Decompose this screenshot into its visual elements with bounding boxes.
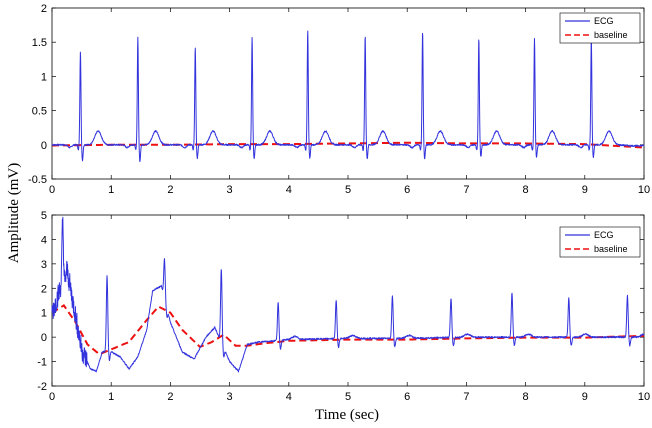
top-x-tick-label: 7 [463, 184, 469, 196]
bottom-ecg-series [51, 216, 645, 373]
bottom-ecg-line [51, 216, 645, 373]
top-x-tick-label: 2 [167, 184, 173, 196]
top-plot-frame [51, 7, 645, 180]
top-ecg-line [51, 30, 645, 163]
top-ecg-series [51, 30, 645, 163]
bottom-legend-ecg-label: ECG [594, 230, 614, 240]
top-y-tick-label: 2 [41, 3, 47, 15]
top-x-tick-label: 9 [582, 184, 588, 196]
top-y-tick-label: 0.5 [32, 106, 47, 118]
bottom-chart-panel: 0 1 2 3 4 5 6 7 8 9 10 -2 -1 0 1 2 3 4 5 ECG baseline [37, 210, 650, 403]
top-x-tick-label: 8 [523, 184, 529, 196]
bottom-x-tick-label: 4 [286, 391, 292, 403]
bottom-legend-baseline-label: baseline [594, 244, 628, 254]
bottom-x-tick-label: 3 [227, 391, 233, 403]
bottom-tick-labels: 0 1 2 3 4 5 6 7 8 9 10 -2 -1 0 1 2 3 4 5 [37, 210, 650, 403]
top-y-tick-label: 1 [41, 71, 47, 83]
bottom-y-tick-label: 3 [41, 259, 47, 271]
bottom-plot-frame [51, 214, 645, 387]
bottom-x-tick-label: 6 [404, 391, 410, 403]
top-chart-panel: 0 1 2 3 4 5 6 7 8 9 10-0.500.511.52 ECG baseline [28, 3, 650, 196]
top-x-tick-label: 3 [227, 184, 233, 196]
top-legend-ecg-label: ECG [594, 16, 614, 26]
top-legend-baseline-label: baseline [594, 30, 628, 40]
bottom-x-tick-label: 10 [638, 391, 650, 403]
bottom-x-tick-label: 5 [345, 391, 351, 403]
top-x-tick-label: 4 [286, 184, 292, 196]
bottom-y-tick-label: 0 [41, 332, 47, 344]
bottom-ticks [51, 214, 645, 387]
top-y-tick-label: 0 [41, 140, 47, 152]
bottom-x-tick-label: 2 [167, 391, 173, 403]
top-legend-box [559, 12, 641, 44]
bottom-y-tick-label: 4 [41, 234, 47, 246]
top-ticks [51, 7, 645, 180]
bottom-x-tick-label: 0 [49, 391, 55, 403]
bottom-x-tick-label: 9 [582, 391, 588, 403]
bottom-x-tick-label: 7 [463, 391, 469, 403]
top-legend: ECG baseline [559, 12, 641, 44]
bottom-y-tick-label: -2 [37, 381, 47, 393]
bottom-legend-box [559, 226, 641, 258]
top-x-tick-label: 0 [49, 184, 55, 196]
bottom-x-tick-label: 1 [108, 391, 114, 403]
bottom-x-tick-label: 8 [523, 391, 529, 403]
bottom-y-tick-label: 2 [41, 283, 47, 295]
y-axis-label: Amplitude (mV) [6, 163, 22, 263]
top-y-tick-label: 1.5 [32, 37, 47, 49]
top-y-tick-label: -0.5 [28, 174, 47, 186]
top-x-tick-label: 10 [638, 184, 650, 196]
top-x-tick-label: 6 [404, 184, 410, 196]
bottom-y-tick-label: 5 [41, 210, 47, 222]
bottom-legend: ECG baseline [559, 226, 641, 258]
top-x-tick-label: 5 [345, 184, 351, 196]
top-tick-labels: 0 1 2 3 4 5 6 7 8 9 10-0.500.511.52 [28, 3, 650, 196]
bottom-y-tick-label: 1 [41, 308, 47, 320]
bottom-y-tick-label: -1 [37, 357, 47, 369]
top-x-tick-label: 1 [108, 184, 114, 196]
x-axis-label: Time (sec) [315, 407, 379, 423]
